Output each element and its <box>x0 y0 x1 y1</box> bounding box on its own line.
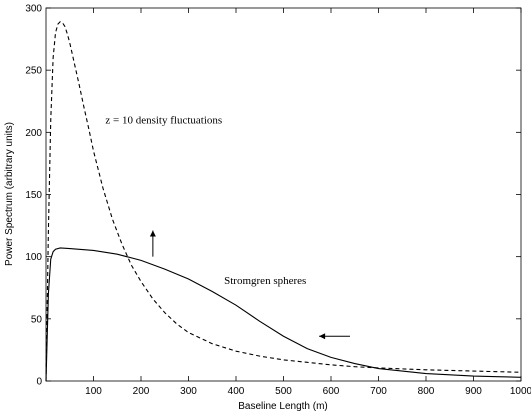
x-tick-label: 100 <box>85 386 102 397</box>
series-line-dashed <box>45 21 522 382</box>
arrow-head <box>149 230 156 237</box>
x-tick-label: 1000 <box>510 386 531 397</box>
x-tick-label: 300 <box>180 386 197 397</box>
series-lines <box>45 21 522 382</box>
x-tick-label: 900 <box>465 386 482 397</box>
annotation-label: Stromgren spheres <box>224 275 306 287</box>
x-tick-label: 700 <box>370 386 387 397</box>
y-tick-label: 50 <box>31 314 43 325</box>
y-axis-label: Power Spectrum (arbitrary units) <box>4 122 15 266</box>
annotation-label: z = 10 density fluctuations <box>105 115 222 127</box>
x-tick-label: 400 <box>228 386 245 397</box>
x-tick-label: 600 <box>323 386 340 397</box>
annotations: z = 10 density fluctuations Stromgren sph… <box>105 115 306 287</box>
y-tick-label: 0 <box>36 377 42 388</box>
series-line-solid <box>45 247 522 382</box>
y-tick-label: 150 <box>25 190 42 201</box>
y-tick-label: 250 <box>25 66 42 77</box>
x-tick-label: 500 <box>275 386 292 397</box>
x-tick-label: 800 <box>418 386 435 397</box>
y-tick-label: 100 <box>25 252 42 263</box>
arrow-head <box>319 333 326 340</box>
axis-ticks: 100 200 300 400 500 600 700 800 900 1000 0 50 100 150… <box>25 4 531 398</box>
y-tick-label: 300 <box>25 4 42 15</box>
plot-area-frame <box>45 7 522 382</box>
x-axis-label: Baseline Length (m) <box>238 401 328 412</box>
annotation-arrows <box>149 230 350 340</box>
y-tick-label: 200 <box>25 128 42 139</box>
x-tick-label: 200 <box>133 386 150 397</box>
